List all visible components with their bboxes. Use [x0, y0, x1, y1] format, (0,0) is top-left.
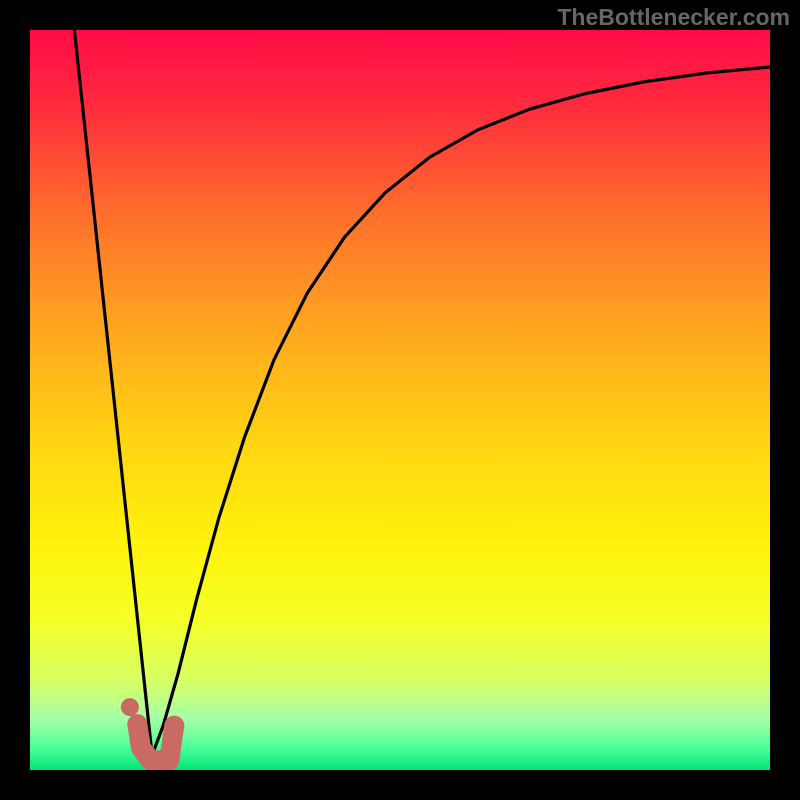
highlight-marker-dot: [121, 698, 139, 716]
watermark-text: TheBottlenecker.com: [557, 4, 790, 31]
chart-frame: [0, 0, 800, 800]
plot-area: [30, 30, 770, 770]
chart-container: TheBottlenecker.com: [0, 0, 800, 800]
plot-svg: [30, 30, 770, 770]
